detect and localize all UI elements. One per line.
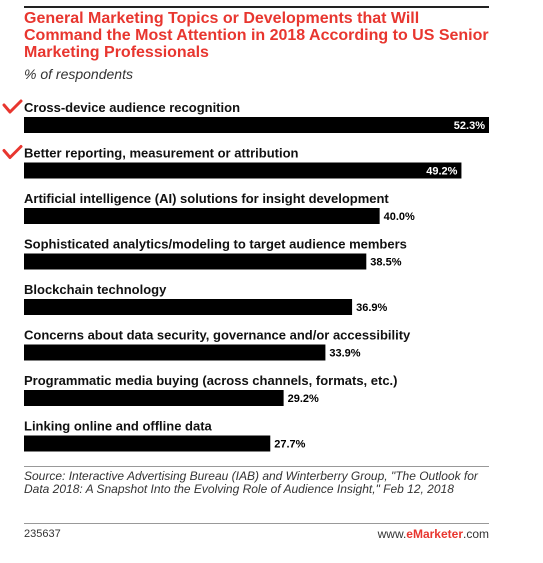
top-rule (24, 6, 489, 8)
category-label: Artificial intelligence (AI) solutions f… (24, 191, 389, 206)
value-label: 52.3% (454, 120, 485, 132)
category-label: Concerns about data security, governance… (24, 328, 411, 343)
source-note: Source: Interactive Advertising Bureau (… (24, 469, 478, 496)
category-label: Cross-device audience recognition (24, 100, 240, 115)
bar (24, 299, 353, 315)
chart-subtitle: % of respondents (24, 66, 133, 82)
value-label: 36.9% (356, 302, 387, 314)
value-label: 40.0% (384, 211, 415, 223)
bar-chart: Cross-device audience recognition 52.3% Be… (2, 99, 489, 452)
category-label: Programmatic media buying (across channe… (24, 373, 398, 388)
footer-rule (24, 523, 489, 524)
bar (24, 344, 326, 361)
checkmark-icon (2, 99, 23, 114)
bar (24, 208, 380, 224)
category-label: Sophisticated analytics/modeling to targ… (24, 237, 407, 252)
category-label: Linking online and offline data (24, 419, 213, 434)
value-label: 38.5% (370, 257, 401, 269)
bar (24, 253, 367, 270)
bar (24, 390, 284, 406)
bar (24, 435, 271, 452)
value-label: 49.2% (426, 166, 457, 178)
chart-title: General Marketing Topics or Developments… (24, 10, 489, 61)
brand-logo: www.eMarketer.com (377, 527, 489, 541)
category-label: Better reporting, measurement or attribu… (24, 146, 299, 161)
checkmark-icon (2, 145, 23, 159)
chart-id: 235637 (24, 528, 61, 540)
bar (24, 117, 489, 133)
source-rule (24, 466, 489, 467)
value-label: 29.2% (288, 393, 319, 405)
value-label: 33.9% (329, 348, 360, 360)
value-label: 27.7% (274, 439, 305, 451)
category-label: Blockchain technology (24, 282, 167, 297)
bar (24, 162, 462, 179)
